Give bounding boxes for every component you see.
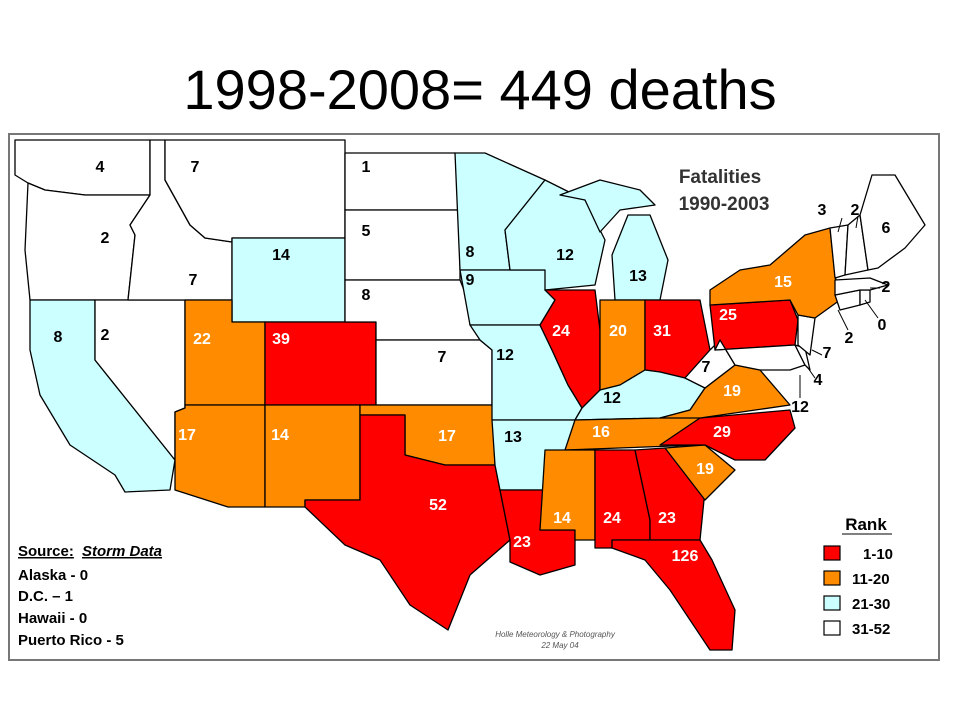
state-south-dakota (344, 209, 461, 281)
state-value-md: 12 (791, 399, 809, 416)
legend: Rank 1-10 11-20 21-30 31-52 (823, 515, 893, 638)
state-value-mo: 12 (496, 347, 514, 364)
state-value-sc: 19 (696, 461, 714, 478)
state-value-nj: 7 (823, 345, 832, 362)
state-maine (859, 174, 926, 271)
state-value-az: 17 (178, 427, 196, 444)
state-kansas (375, 339, 493, 406)
state-value-al: 24 (603, 510, 621, 527)
state-value-nh: 2 (851, 202, 860, 219)
legend-swatch-11-20 (823, 570, 841, 586)
state-value-ia: 9 (466, 272, 475, 289)
map-subtitle: 1990-2003 (679, 194, 770, 215)
state-value-il: 24 (552, 323, 570, 340)
state-value-ny: 15 (774, 274, 792, 291)
state-south-carolina (664, 444, 736, 501)
state-value-va: 19 (723, 383, 741, 400)
state-value-ct: 2 (845, 330, 854, 347)
state-value-la: 23 (513, 534, 531, 551)
state-value-id: 7 (189, 272, 198, 289)
credit-line1: Holle Meteorology & Photography (495, 630, 616, 639)
state-value-co: 39 (272, 331, 290, 348)
state-value-in: 20 (609, 323, 627, 340)
legend-label-11-20: 11-20 (852, 571, 890, 588)
state-value-fl: 126 (672, 548, 699, 565)
legend-swatch-31-52 (823, 620, 841, 636)
state-value-ky: 12 (603, 390, 621, 407)
slide-title: 1998-2008= 449 deaths (183, 58, 777, 121)
state-massachusetts (834, 277, 889, 296)
state-value-sd: 5 (362, 223, 371, 240)
state-wisconsin (504, 179, 606, 291)
leader-lines (799, 215, 880, 398)
state-value-wv: 7 (702, 359, 711, 376)
state-michigan (611, 214, 669, 301)
state-value-ok: 17 (438, 428, 456, 445)
state-value-wa: 4 (96, 159, 105, 176)
state-value-mi: 13 (629, 268, 647, 285)
source-note-dc: D.C. – 1 (18, 588, 73, 605)
state-value-ar: 13 (504, 429, 522, 446)
state-arizona (174, 404, 266, 508)
legend-label-31-52: 31-52 (852, 621, 890, 638)
state-value-tn: 16 (592, 424, 610, 441)
state-value-ma: 2 (882, 279, 891, 296)
legend-swatch-21-30 (823, 595, 841, 611)
map-title: Fatalities (679, 167, 761, 188)
state-value-pa: 25 (719, 307, 737, 324)
legend-label-1-10: 1-10 (863, 546, 893, 563)
legend-label-21-30: 21-30 (852, 596, 890, 613)
state-value-mt: 7 (191, 159, 200, 176)
state-value-ut: 22 (193, 331, 211, 348)
source-note-alaska: Alaska - 0 (18, 567, 88, 584)
state-value-nm: 14 (271, 427, 289, 444)
state-florida (611, 539, 736, 651)
state-new-mexico (264, 404, 361, 508)
source-note-puerto-rico: Puerto Rico - 5 (18, 632, 124, 649)
state-value-ca: 8 (54, 329, 63, 346)
state-value-ms: 14 (553, 510, 571, 527)
state-value-nc: 29 (713, 424, 731, 441)
state-value-tx: 52 (429, 497, 447, 514)
source-name: Storm Data (82, 543, 162, 560)
state-value-ri: 0 (878, 317, 887, 334)
state-illinois (539, 289, 601, 409)
state-value-or: 2 (101, 230, 110, 247)
state-texas (304, 414, 511, 631)
state-value-ks: 7 (438, 349, 447, 366)
state-value-ne: 8 (362, 287, 371, 304)
state-value-nv: 2 (101, 327, 110, 344)
state-montana (164, 139, 346, 243)
credit-line2: 22 May 04 (540, 641, 579, 650)
state-value-me: 6 (882, 220, 891, 237)
source-note-hawaii: Hawaii - 0 (18, 610, 87, 627)
legend-title: Rank (845, 515, 887, 534)
state-north-carolina (659, 409, 796, 461)
state-value-ga: 23 (658, 510, 676, 527)
state-rhode-island (859, 289, 871, 306)
state-value-de: 4 (814, 372, 823, 389)
state-value-nd: 1 (362, 159, 371, 176)
source-prefix: Source: (18, 543, 74, 560)
state-value-mn: 8 (466, 244, 475, 261)
state-value-wy: 14 (272, 247, 290, 264)
state-michigan-upper (559, 179, 656, 233)
legend-swatch-1-10 (823, 545, 841, 561)
state-value-vt: 3 (818, 202, 827, 219)
state-value-wi: 12 (556, 247, 574, 264)
state-value-oh: 31 (653, 323, 671, 340)
